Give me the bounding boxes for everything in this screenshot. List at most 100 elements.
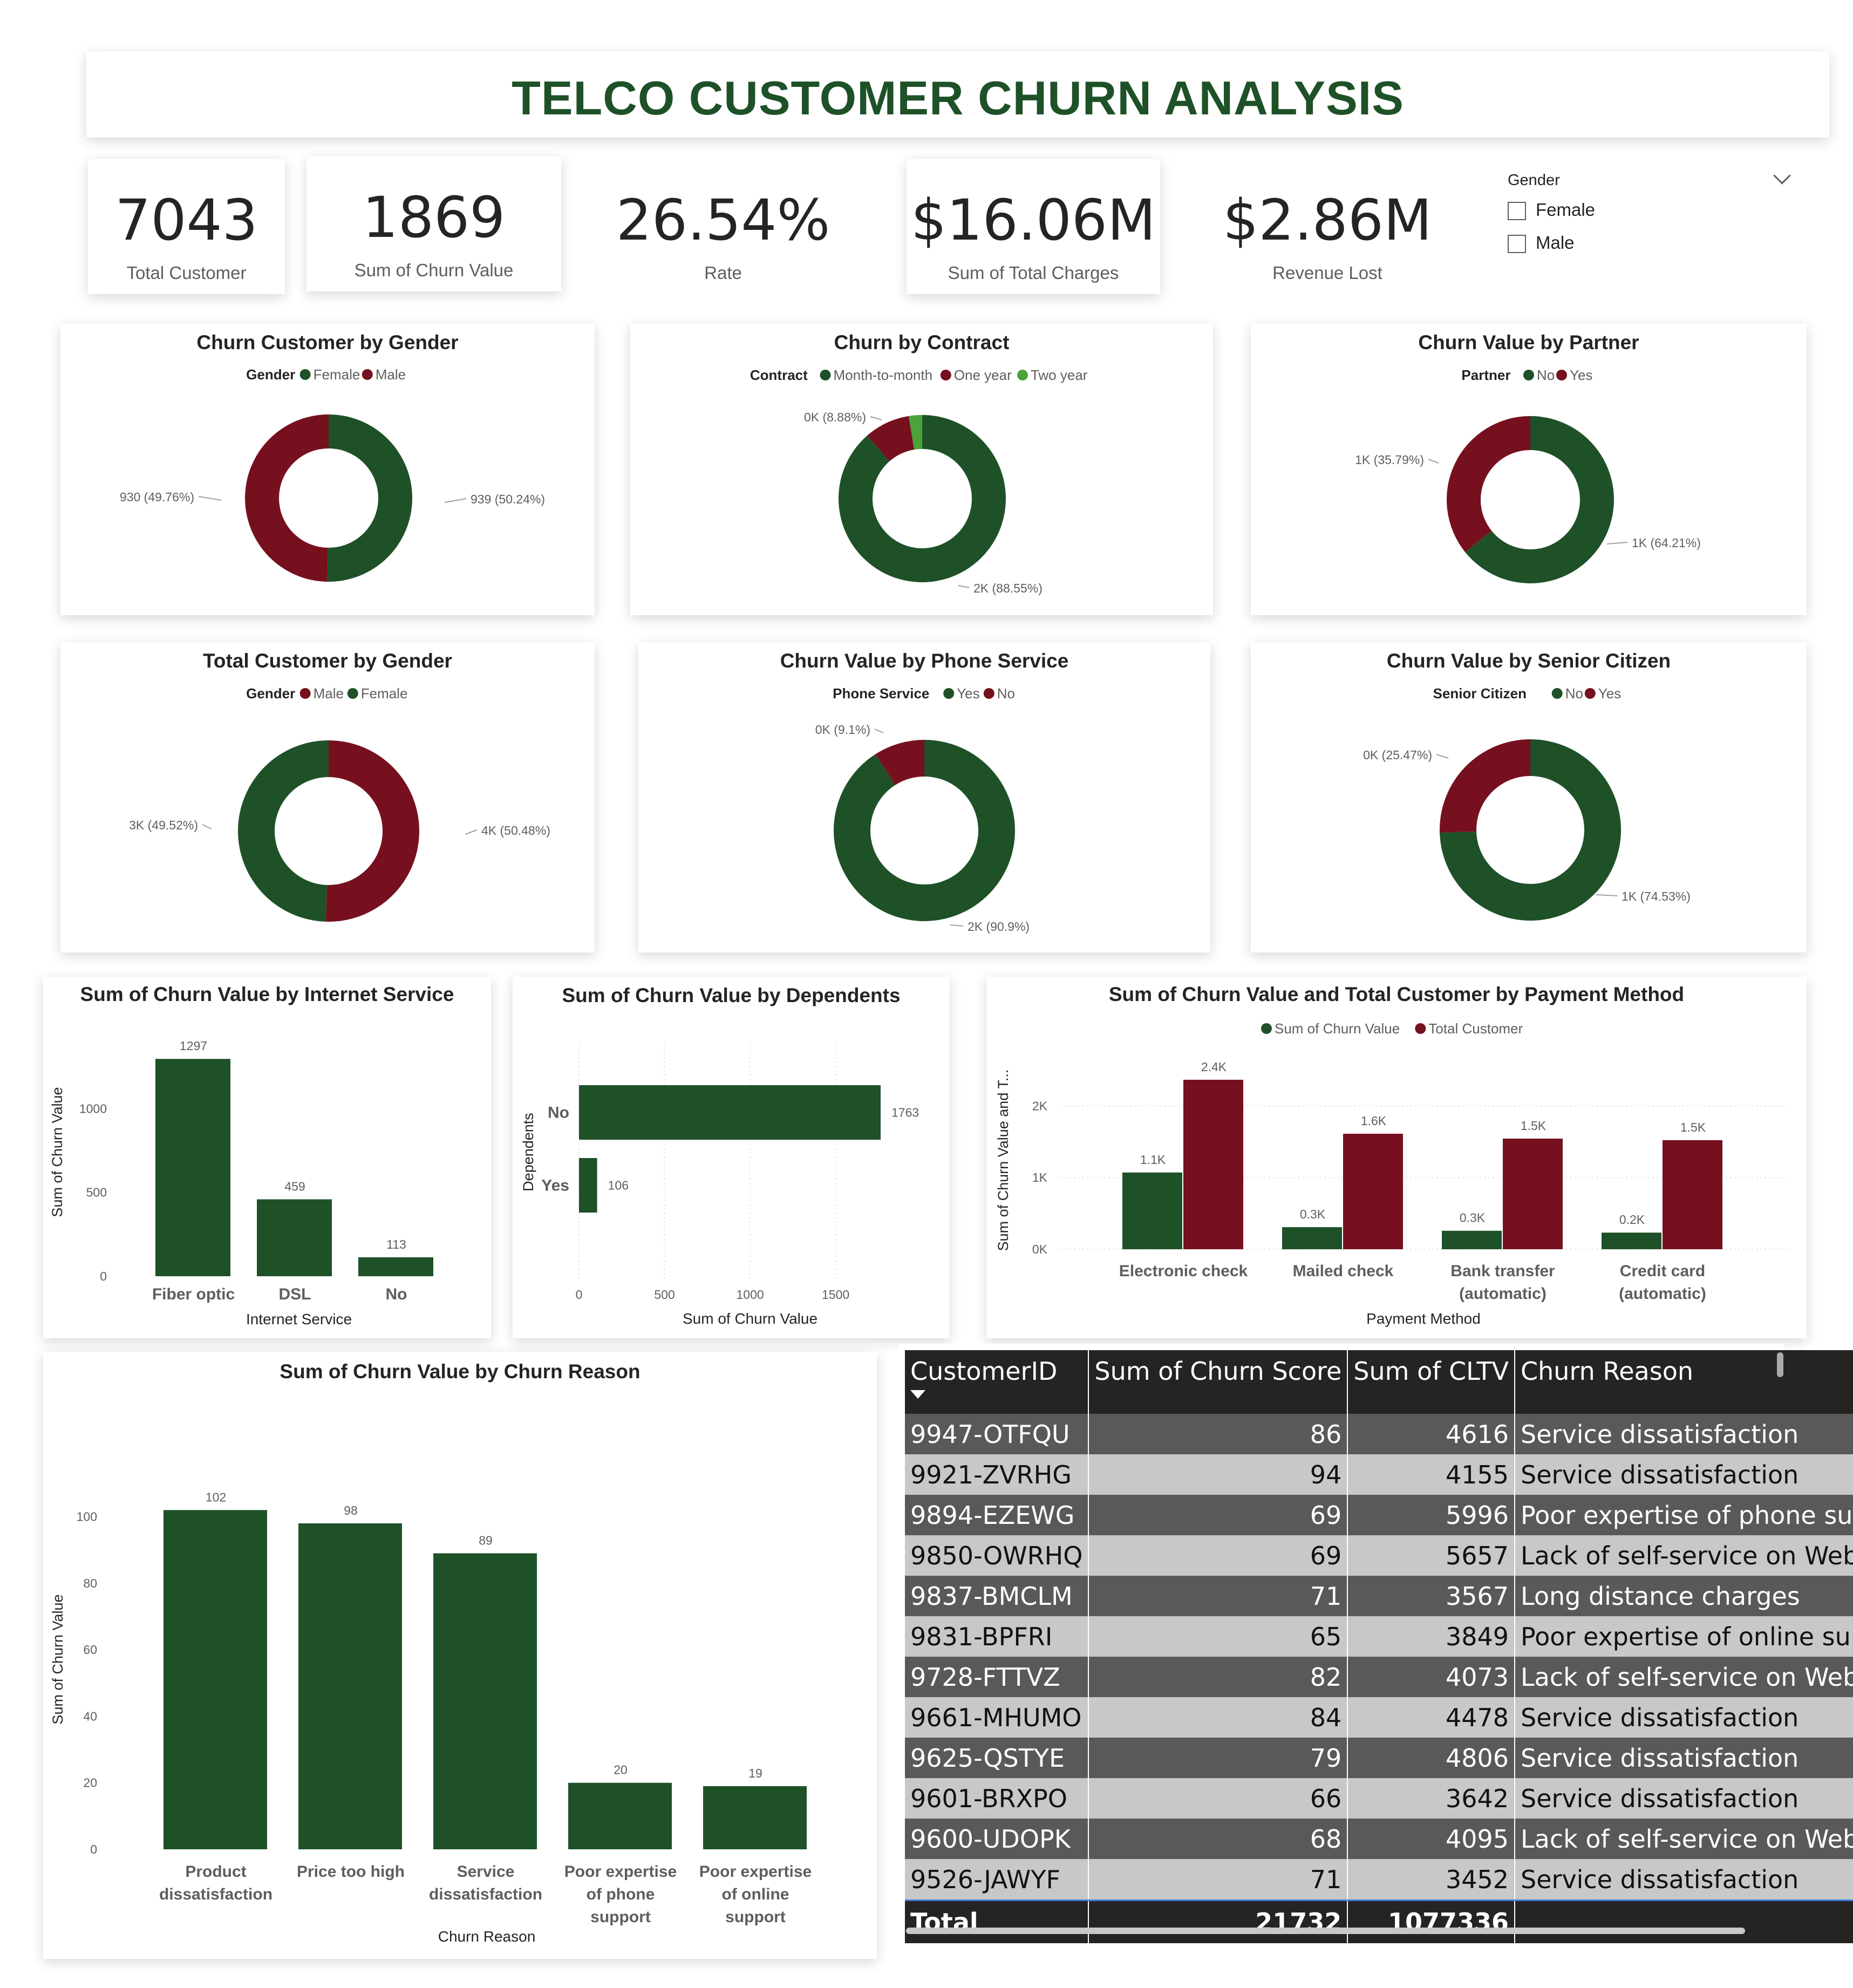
table-cell: Poor expertise of phone suppo — [1515, 1495, 1853, 1535]
column-header-customerid[interactable]: CustomerID — [905, 1350, 1089, 1414]
kpi-total-customer[interactable]: 7043 Total Customer — [88, 159, 285, 294]
total-customer-by-gender-chart: Gender Male Female 4K (50.48%) 3K (49.52%) — [129, 685, 550, 922]
page-title: TELCO CUSTOMER CHURN ANALYSIS — [512, 71, 1404, 125]
churn-reason-card[interactable]: Sum of Churn Value by Churn Reason 0 20 40… — [43, 1352, 877, 1959]
slicer-option-label: Female — [1536, 200, 1596, 220]
bar — [1442, 1230, 1502, 1249]
table-row[interactable]: 9850-OWRHQ 69 5657 Lack of self-service on … — [905, 1535, 1853, 1576]
slicer-option-female[interactable]: Female — [1508, 200, 1596, 221]
table-row[interactable]: 9894-EZEWG 69 5996 Poor expertise of phone … — [905, 1495, 1853, 1535]
churn-table-visual[interactable]: CustomerID Sum of Churn Score Sum of CLT… — [898, 1344, 1853, 1948]
leader-line — [870, 416, 882, 420]
kpi-total-charges[interactable]: $16.06M Sum of Total Charges — [907, 159, 1160, 294]
legend-marker — [820, 370, 831, 380]
leader-line — [444, 498, 467, 503]
y-tick-label: 80 — [83, 1576, 97, 1590]
column-header-churn-reason[interactable]: Churn Reason — [1515, 1350, 1853, 1414]
y-axis-title: Sum of Churn Value and T... — [995, 1070, 1011, 1251]
vertical-scrollbar[interactable] — [1777, 1352, 1783, 1377]
churn-customer-by-gender-chart: Gender Female Male 939 (50.24%) 930 (49.76%) — [120, 366, 545, 582]
chart-title: Total Customer by Gender — [203, 650, 452, 672]
legend-marker — [943, 688, 955, 699]
payment-method-card[interactable]: Sum of Churn Value and Total Customer by… — [986, 977, 1807, 1338]
churn-value-by-phone-service-card[interactable]: Churn Value by Phone Service Phone Servi… — [638, 642, 1210, 952]
data-label: 459 — [284, 1179, 305, 1193]
chart-title: Sum of Churn Value by Dependents — [562, 984, 901, 1006]
leader-line — [1436, 754, 1449, 759]
kpi-revenue-lost[interactable]: $2.86M Revenue Lost — [1193, 159, 1462, 294]
total-customer-by-gender-card[interactable]: Total Customer by Gender Gender Male Femal… — [60, 642, 595, 952]
table-row[interactable]: 9625-QSTYE 79 4806 Service dissatisfaction — [905, 1738, 1853, 1778]
data-label: 89 — [479, 1533, 493, 1547]
bar — [298, 1523, 402, 1849]
churn-table[interactable]: CustomerID Sum of Churn Score Sum of CLT… — [905, 1350, 1853, 1943]
leader-line — [874, 729, 884, 733]
table-cell: 9601-BRXPO — [905, 1778, 1089, 1819]
legend-label: Month-to-month — [834, 367, 933, 383]
legend-label: Male — [376, 366, 406, 383]
churn-value-by-senior-citizen-card[interactable]: Churn Value by Senior Citizen Senior Cit… — [1251, 642, 1807, 952]
dependents-card[interactable]: Sum of Churn Value by Dependents 0 500 100… — [513, 977, 950, 1338]
table-cell: 9661-MHUMO — [905, 1697, 1089, 1738]
table-row[interactable]: 9526-JAWYF 71 3452 Service dissatisfaction — [905, 1859, 1853, 1901]
table-row[interactable]: 9831-BPFRI 65 3849 Poor expertise of online… — [905, 1616, 1853, 1657]
data-label: 1.5K — [1680, 1120, 1706, 1134]
table-cell: 9526-JAWYF — [905, 1859, 1089, 1901]
gender-slicer[interactable]: Gender Female Male — [1508, 167, 1791, 280]
table-row[interactable]: 9661-MHUMO 84 4478 Service dissatisfaction — [905, 1697, 1853, 1738]
checkbox[interactable] — [1508, 235, 1526, 254]
bar — [1282, 1227, 1342, 1249]
leader-line — [958, 585, 970, 588]
table-row[interactable]: 9837-BMCLM 71 3567 Long distance charges — [905, 1576, 1853, 1616]
table-row[interactable]: 9600-UDOPK 68 4095 Lack of self-service on … — [905, 1819, 1853, 1859]
bar — [579, 1158, 597, 1213]
chart-title: Churn by Contract — [834, 331, 1010, 353]
sort-descending-icon[interactable] — [910, 1390, 925, 1399]
table-cell: 9921-ZVRHG — [905, 1454, 1089, 1495]
chevron-down-icon[interactable] — [1773, 167, 1791, 185]
x-category-label: (automatic) — [1459, 1285, 1547, 1303]
table-row[interactable]: 9601-BRXPO 66 3642 Service dissatisfaction — [905, 1778, 1853, 1819]
legend-marker — [1415, 1023, 1426, 1034]
slicer-option-male[interactable]: Male — [1508, 233, 1575, 254]
leader-line — [465, 829, 478, 835]
donut-slice — [875, 740, 924, 785]
data-label: 0K (25.47%) — [1363, 748, 1432, 762]
kpi-label: Sum of Churn Value — [354, 260, 514, 280]
table-cell: Service dissatisfaction — [1515, 1414, 1853, 1454]
table-cell: 4806 — [1347, 1738, 1516, 1778]
internet-service-card[interactable]: Sum of Churn Value by Internet Service 0… — [43, 977, 491, 1338]
legend-marker — [299, 369, 311, 380]
table-cell: 4616 — [1347, 1414, 1516, 1454]
churn-value-by-partner-card[interactable]: Churn Value by Partner Partner No Yes 1K (6… — [1251, 324, 1807, 615]
table-row[interactable]: 9921-ZVRHG 94 4155 Service dissatisfaction — [905, 1454, 1853, 1495]
column-header-cltv[interactable]: Sum of CLTV — [1347, 1350, 1516, 1414]
churn-by-contract-card[interactable]: Churn by Contract Contract Month-to-month… — [630, 324, 1213, 615]
y-tick-label: 0K — [1032, 1242, 1048, 1256]
table-total-cell: 21732 — [1088, 1900, 1348, 1943]
checkbox[interactable] — [1508, 202, 1526, 221]
legend-label: No — [997, 685, 1015, 702]
column-header-churn-score[interactable]: Sum of Churn Score — [1088, 1350, 1348, 1414]
y-tick-label: 0 — [90, 1842, 97, 1856]
kpi-value: 7043 — [115, 187, 258, 253]
chart-title: Sum of Churn Value and Total Customer by… — [1108, 983, 1685, 1005]
legend-title: Partner — [1461, 367, 1510, 383]
table-cell: 71 — [1088, 1859, 1348, 1901]
kpi-rate[interactable]: 26.54% Rate — [588, 159, 858, 294]
horizontal-scrollbar[interactable] — [906, 1928, 1745, 1934]
table-row[interactable]: 9728-FTTVZ 82 4073 Lack of self-service on … — [905, 1657, 1853, 1697]
donut-slice — [325, 740, 420, 922]
x-category-label: support — [725, 1908, 786, 1926]
bar — [1122, 1172, 1182, 1249]
leader-line — [198, 496, 222, 501]
table-row[interactable]: 9947-OTFQU 86 4616 Service dissatisfaction — [905, 1414, 1853, 1454]
kpi-label: Revenue Lost — [1272, 263, 1382, 283]
y-axis-title: Sum of Churn Value — [49, 1087, 65, 1217]
x-category-label: Poor expertise — [699, 1863, 812, 1881]
legend-marker — [1556, 370, 1568, 380]
legend-label: Female — [361, 685, 408, 702]
bar — [358, 1257, 433, 1276]
kpi-churn-value[interactable]: 1869 Sum of Churn Value — [306, 156, 561, 291]
churn-customer-by-gender-card[interactable]: Churn Customer by Gender Gender Female Mal… — [60, 324, 595, 615]
